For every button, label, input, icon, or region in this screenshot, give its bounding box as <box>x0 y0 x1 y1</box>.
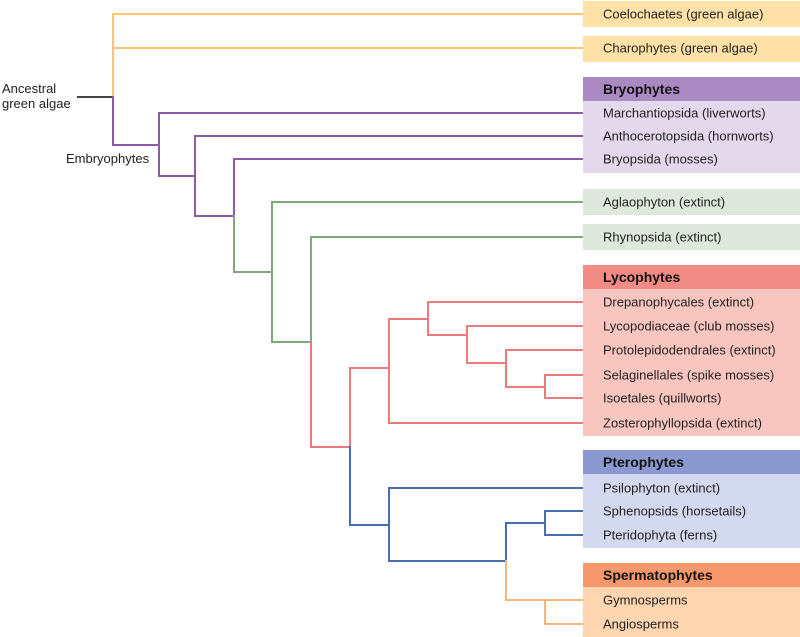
taxon-label: Aglaophyton (extinct) <box>603 194 726 210</box>
taxon-label: Sphenopsids (horsetails) <box>603 503 747 519</box>
rhynopsida-box: Rhynopsida (extinct) <box>583 224 800 250</box>
taxon-label: Protolepidodendrales (extinct) <box>603 342 776 358</box>
taxon-label: Zosterophyllopsida (extinct) <box>603 415 762 431</box>
taxon-label: Gymnosperms <box>603 592 688 608</box>
root-label: Ancestral green algae <box>2 81 71 111</box>
taxon-label: Coelochaetes (green algae) <box>603 6 764 22</box>
pterophytes-header: Pterophytes <box>583 450 800 474</box>
taxon-label: Anthocerotopsida (hornworts) <box>603 128 774 144</box>
spermatophytes-box: Spermatophytes Gymnosperms Angiosperms <box>583 563 800 637</box>
taxon-label: Selaginellales (spike mosses) <box>603 367 775 383</box>
taxon-label: Pteridophyta (ferns) <box>603 527 718 543</box>
coelochaetes-box: Coelochaetes (green algae) <box>583 1 800 27</box>
taxon-label: Bryopsida (mosses) <box>603 151 718 167</box>
taxon-label: Rhynopsida (extinct) <box>603 229 722 245</box>
lycophytes-box: Lycophytes Drepanophycales (extinct) Lyc… <box>583 265 800 436</box>
taxon-label: Psilophyton (extinct) <box>603 480 721 496</box>
taxon-label: Drepanophycales (extinct) <box>603 294 755 310</box>
taxon-label: Isoetales (quillworts) <box>603 390 722 406</box>
charophytes-box: Charophytes (green algae) <box>583 36 800 62</box>
bryophytes-header: Bryophytes <box>583 77 800 101</box>
lycophytes-header: Lycophytes <box>583 265 800 289</box>
taxon-label: Angiosperms <box>603 616 679 632</box>
taxon-label: Charophytes (green algae) <box>603 40 758 56</box>
taxon-label: Lycopodiaceae (club mosses) <box>603 318 775 334</box>
taxon-label: Marchantiopsida (liverworts) <box>603 105 766 121</box>
aglaophyton-box: Aglaophyton (extinct) <box>583 189 800 215</box>
pterophytes-box: Pterophytes Psilophyton (extinct) Spheno… <box>583 450 800 548</box>
spermatophytes-header: Spermatophytes <box>583 563 800 587</box>
bryophytes-box: Bryophytes Marchantiopsida (liverworts) … <box>583 77 800 173</box>
embryophytes-label: Embryophytes <box>66 151 150 166</box>
